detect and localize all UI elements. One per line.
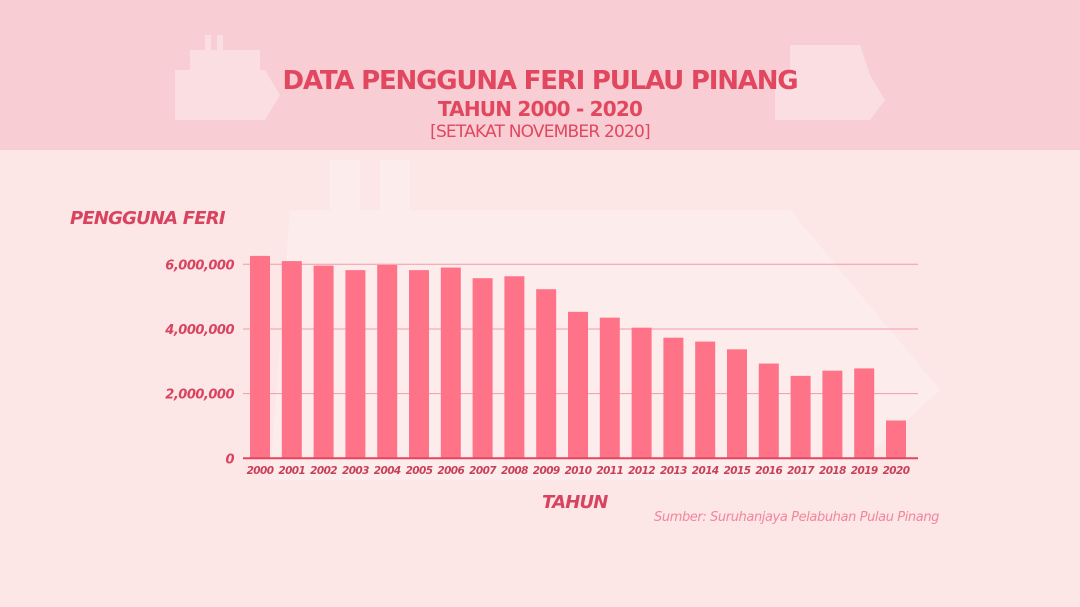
x-tick-label: 2017 xyxy=(787,465,815,477)
bar-2003 xyxy=(345,270,366,459)
header-band xyxy=(0,0,1080,150)
chart-title: DATA PENGGUNA FERI PULAU PINANG xyxy=(282,66,799,96)
y-tick-label: 2,000,000 xyxy=(165,388,234,403)
bar-2002 xyxy=(313,265,334,459)
x-tick-label: 2018 xyxy=(819,465,846,477)
bar-2008 xyxy=(504,276,525,459)
x-tick-label: 2013 xyxy=(660,465,687,477)
bar-2018 xyxy=(822,370,843,459)
x-tick-label: 2002 xyxy=(310,465,337,477)
bar-2007 xyxy=(472,278,493,459)
chart-note: [SETAKAT NOVEMBER 2020] xyxy=(430,122,651,142)
x-tick-label: 2001 xyxy=(278,465,305,477)
y-tick-label: 6,000,000 xyxy=(165,258,234,273)
x-tick-label: 2004 xyxy=(374,465,401,477)
bar-2000 xyxy=(250,255,270,459)
x-tick-label: 2005 xyxy=(406,465,433,477)
bar-2012 xyxy=(631,327,652,459)
bar-2010 xyxy=(568,311,588,459)
y-tick-label: 4,000,000 xyxy=(164,323,234,338)
bar-2016 xyxy=(758,363,779,459)
bar-2014 xyxy=(695,341,716,459)
bar-2001 xyxy=(281,261,302,459)
x-tick-label: 2009 xyxy=(533,465,560,477)
x-tick-label: 2015 xyxy=(724,465,751,477)
x-tick-label: 2016 xyxy=(755,465,782,477)
ferry-icon xyxy=(775,45,885,120)
bar-2004 xyxy=(377,264,398,459)
y-axis-label: PENGGUNA FERI xyxy=(70,208,226,229)
bar-2011 xyxy=(599,317,620,459)
bar-2009 xyxy=(536,289,557,459)
x-tick-label: 2014 xyxy=(692,465,719,477)
x-tick-label: 2007 xyxy=(469,465,497,477)
bar-2017 xyxy=(790,375,811,459)
x-tick-label: 2000 xyxy=(247,465,274,477)
bar-2019 xyxy=(854,368,875,459)
x-tick-label: 2010 xyxy=(565,465,592,477)
x-tick-label: 2019 xyxy=(851,465,878,477)
source-note: Sumber: Suruhanjaya Pelabuhan Pulau Pina… xyxy=(654,510,940,525)
bar-2005 xyxy=(409,270,429,459)
ferry-icon xyxy=(175,35,280,120)
bar-2020 xyxy=(886,420,906,459)
x-tick-label: 2020 xyxy=(883,465,910,477)
x-tick-label: 2011 xyxy=(596,465,623,477)
x-tick-label: 2012 xyxy=(628,465,655,477)
bar-2006 xyxy=(440,267,461,459)
y-tick-label: 0 xyxy=(225,452,234,467)
bar-2013 xyxy=(663,337,684,459)
chart-subtitle: TAHUN 2000 - 2020 xyxy=(437,97,643,121)
x-tick-label: 2003 xyxy=(342,465,369,477)
bar-2015 xyxy=(727,349,747,459)
x-tick-label: 2006 xyxy=(437,465,464,477)
x-tick-label: 2008 xyxy=(501,465,528,477)
x-axis-label: TAHUN xyxy=(542,492,608,513)
